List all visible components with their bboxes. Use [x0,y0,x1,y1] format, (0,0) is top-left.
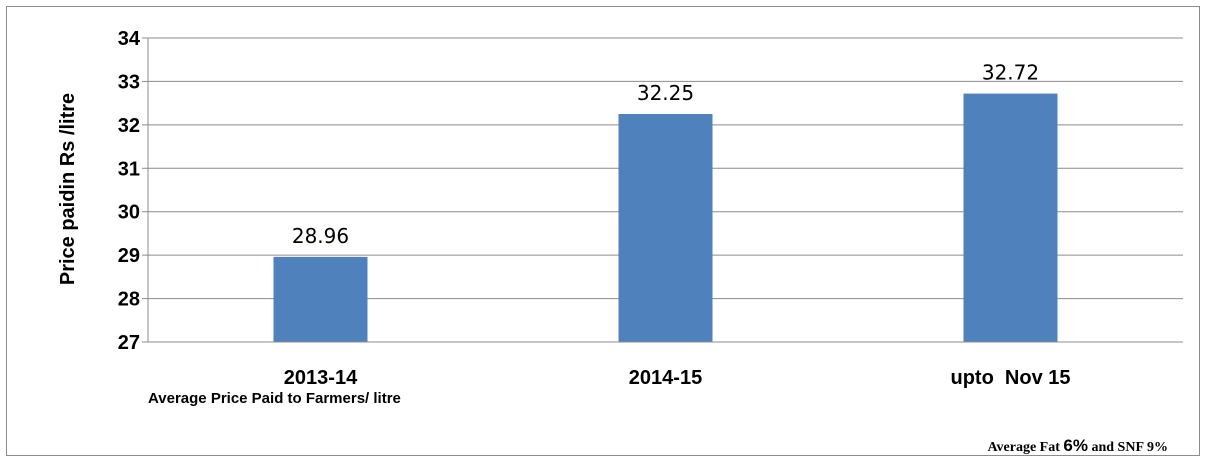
y-tick-label: 33 [118,71,140,93]
axes [142,37,1183,343]
bar-1 [273,256,368,342]
x-tick-label-1: 2013-14 [284,367,358,389]
data-label-3: 32.72 [982,61,1039,85]
y-tick-label: 32 [118,115,140,137]
x-tick-label-3: upto Nov 15 [950,367,1070,389]
footnote-prefix: Average Fat [987,440,1063,455]
bar-2 [618,114,713,342]
y-tick-label: 27 [118,332,140,354]
chart-subtitle: Average Price Paid to Farmers/ litre [148,390,401,407]
y-tick-label: 28 [118,289,140,311]
y-tick-label: 31 [118,158,140,180]
footnote: Average Fat 6% and SNF 9% [987,436,1168,455]
data-label-2: 32.25 [637,81,694,105]
y-tick-label: 29 [118,245,140,267]
data-labels: 28.96 32.25 32.72 [292,61,1039,248]
data-label-1: 28.96 [292,224,349,248]
x-tick-labels: 2013-14 2014-15 upto Nov 15 [284,367,1071,389]
bar-3 [963,93,1058,343]
y-tick-label: 30 [118,202,140,224]
y-axis-label: Price paidin Rs /litre [57,93,79,285]
footnote-middle: and SNF [1088,440,1147,455]
footnote-fat-value: 6% [1063,436,1088,455]
y-tick-labels: 27 28 29 30 31 32 33 34 [118,28,141,354]
footnote-snf-value: 9% [1147,440,1168,455]
bars [273,93,1058,343]
x-tick-label-2: 2014-15 [629,367,702,389]
y-tick-label: 34 [118,28,141,50]
